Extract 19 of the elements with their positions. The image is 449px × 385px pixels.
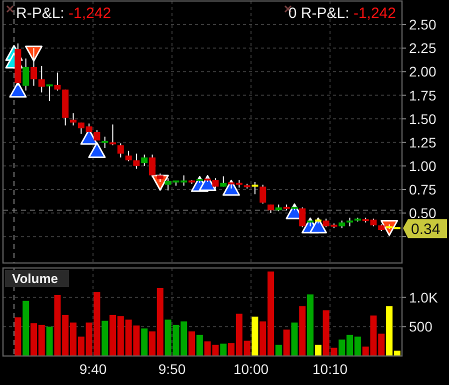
x-tick-label: 10:10 — [312, 361, 348, 377]
y-tick-label: 500 — [409, 318, 433, 335]
annotation: 0 R-P&L: -1,242 — [288, 5, 396, 22]
x-tick-label: 9:50 — [158, 361, 186, 377]
y-tick-label: 1.25 — [409, 134, 436, 150]
y-tick-label: 1.50 — [409, 110, 436, 127]
chart-title: Volume — [12, 271, 58, 286]
y-tick-label: 1.0K — [409, 289, 438, 306]
y-tick-label: 2.00 — [409, 64, 436, 80]
annotation: R-P&L: -1,242 — [16, 5, 112, 22]
y-tick-label: 2.25 — [409, 40, 436, 56]
y-tick-label: 0.50 — [409, 205, 436, 222]
text: 0.34 — [411, 221, 440, 238]
y-tick-label: 0.75 — [409, 182, 436, 198]
y-tick-label: 2.50 — [409, 16, 436, 33]
y-tick-label: 1.00 — [409, 158, 436, 174]
y-tick-label: 1.75 — [409, 87, 436, 104]
x-tick-label: 9:40 — [79, 361, 107, 377]
x-tick-label: 10:00 — [233, 361, 269, 377]
